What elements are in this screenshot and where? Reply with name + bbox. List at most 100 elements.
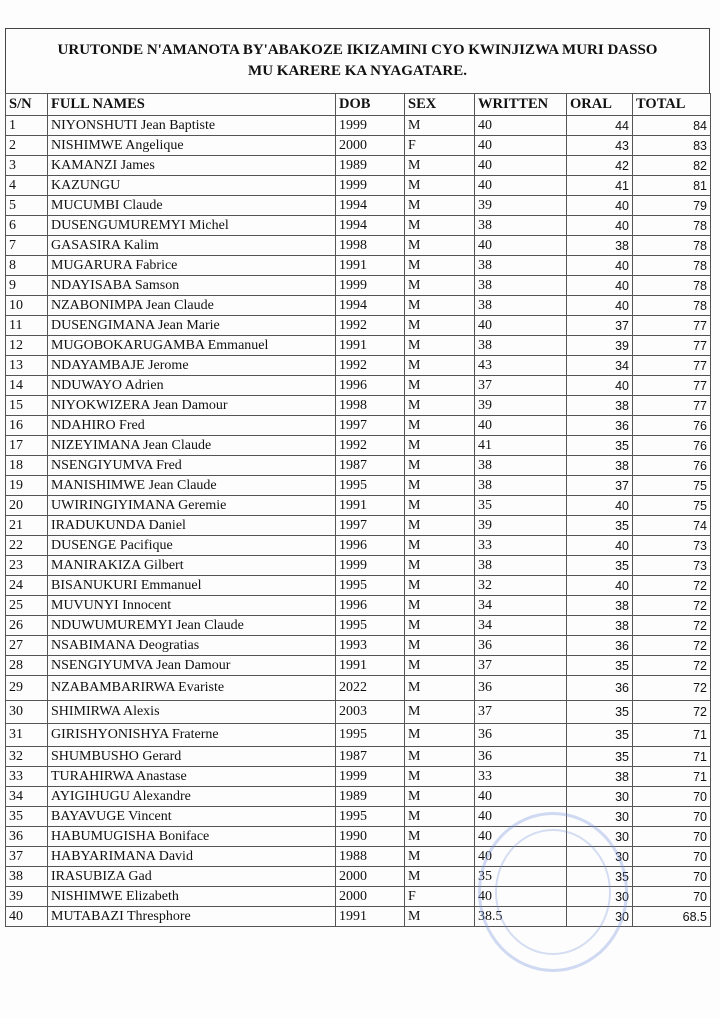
cell-written: 39	[474, 515, 567, 536]
cell-oral: 34	[566, 355, 633, 376]
cell-oral: 40	[566, 215, 633, 236]
cell-oral: 40	[566, 275, 633, 296]
cell-sex: M	[404, 535, 475, 556]
cell-oral: 40	[566, 295, 633, 316]
cell-dob: 1994	[335, 195, 405, 216]
cell-oral: 44	[566, 115, 633, 136]
cell-sex: M	[404, 295, 475, 316]
cell-dob: 1991	[335, 335, 405, 356]
cell-dob: 2022	[335, 675, 405, 701]
table-row: 34 AYIGIHUGU Alexandre 1989 M 40 30 70	[5, 786, 711, 807]
cell-sn: 36	[5, 826, 48, 847]
table-row: 33 TURAHIRWA Anastase 1999 M 33 38 71	[5, 766, 711, 787]
table-row: 19 MANISHIMWE Jean Claude 1995 M 38 37 75	[5, 475, 711, 496]
cell-sex: M	[404, 746, 475, 767]
cell-dob: 1996	[335, 375, 405, 396]
cell-oral: 38	[566, 395, 633, 416]
cell-oral: 36	[566, 635, 633, 656]
cell-oral: 41	[566, 175, 633, 196]
table-row: 11 DUSENGIMANA Jean Marie 1992 M 40 37 77	[5, 315, 711, 336]
cell-written: 38	[474, 215, 567, 236]
cell-sex: M	[404, 235, 475, 256]
table-row: 23 MANIRAKIZA Gilbert 1999 M 38 35 73	[5, 555, 711, 576]
cell-sex: M	[404, 635, 475, 656]
cell-total: 76	[632, 455, 711, 476]
cell-written: 38	[474, 555, 567, 576]
cell-sn: 32	[5, 746, 48, 767]
cell-written: 38	[474, 275, 567, 296]
cell-sn: 31	[5, 723, 48, 747]
cell-sn: 1	[5, 115, 48, 136]
cell-sex: M	[404, 355, 475, 376]
cell-total: 70	[632, 886, 711, 907]
cell-oral: 30	[566, 806, 633, 827]
cell-total: 70	[632, 826, 711, 847]
cell-oral: 30	[566, 906, 633, 927]
cell-written: 38	[474, 455, 567, 476]
table-row: 24 BISANUKURI Emmanuel 1995 M 32 40 72	[5, 575, 711, 596]
table-row: 25 MUVUNYI Innocent 1996 M 34 38 72	[5, 595, 711, 616]
cell-written: 39	[474, 395, 567, 416]
cell-sn: 13	[5, 355, 48, 376]
cell-dob: 1991	[335, 495, 405, 516]
cell-oral: 35	[566, 515, 633, 536]
cell-sn: 39	[5, 886, 48, 907]
cell-full-names: MANIRAKIZA Gilbert	[47, 555, 336, 576]
cell-dob: 1999	[335, 766, 405, 787]
cell-sex: M	[404, 495, 475, 516]
cell-written: 40	[474, 175, 567, 196]
cell-full-names: IRASUBIZA Gad	[47, 866, 336, 887]
cell-sn: 4	[5, 175, 48, 196]
cell-sex: M	[404, 826, 475, 847]
cell-dob: 1998	[335, 395, 405, 416]
cell-sex: M	[404, 435, 475, 456]
table-row: 6 DUSENGUMUREMYI Michel 1994 M 38 40 78	[5, 215, 711, 236]
cell-full-names: KAMANZI James	[47, 155, 336, 176]
cell-dob: 1993	[335, 635, 405, 656]
cell-total: 71	[632, 766, 711, 787]
cell-sex: M	[404, 475, 475, 496]
cell-oral: 39	[566, 335, 633, 356]
cell-written: 36	[474, 675, 567, 701]
cell-sex: M	[404, 115, 475, 136]
cell-full-names: NDUWAYO Adrien	[47, 375, 336, 396]
table-row: 10 NZABONIMPA Jean Claude 1994 M 38 40 78	[5, 295, 711, 316]
cell-sn: 35	[5, 806, 48, 827]
cell-dob: 1994	[335, 215, 405, 236]
cell-dob: 1989	[335, 786, 405, 807]
cell-total: 75	[632, 495, 711, 516]
cell-total: 78	[632, 255, 711, 276]
results-table: S/N FULL NAMES DOB SEX WRITTEN ORAL TOTAL 1 NIY…	[5, 93, 711, 927]
cell-written: 38	[474, 255, 567, 276]
cell-oral: 35	[566, 746, 633, 767]
cell-oral: 40	[566, 535, 633, 556]
cell-full-names: MANISHIMWE Jean Claude	[47, 475, 336, 496]
cell-oral: 38	[566, 455, 633, 476]
cell-total: 78	[632, 275, 711, 296]
cell-full-names: NIYONSHUTI Jean Baptiste	[47, 115, 336, 136]
cell-full-names: HABUMUGISHA Boniface	[47, 826, 336, 847]
cell-written: 40	[474, 315, 567, 336]
cell-oral: 40	[566, 195, 633, 216]
table-row: 39 NISHIMWE Elizabeth 2000 F 40 30 70	[5, 886, 711, 907]
cell-sex: M	[404, 615, 475, 636]
cell-written: 38	[474, 295, 567, 316]
cell-written: 33	[474, 766, 567, 787]
table-row: 27 NSABIMANA Deogratias 1993 M 36 36 72	[5, 635, 711, 656]
cell-written: 43	[474, 355, 567, 376]
cell-written: 37	[474, 375, 567, 396]
cell-full-names: NISHIMWE Elizabeth	[47, 886, 336, 907]
table-row: 32 SHUMBUSHO Gerard 1987 M 36 35 71	[5, 746, 711, 767]
cell-sn: 7	[5, 235, 48, 256]
cell-sex: F	[404, 135, 475, 156]
cell-oral: 37	[566, 315, 633, 336]
cell-dob: 1996	[335, 535, 405, 556]
cell-total: 70	[632, 786, 711, 807]
cell-oral: 35	[566, 555, 633, 576]
cell-written: 40	[474, 806, 567, 827]
cell-total: 72	[632, 595, 711, 616]
cell-written: 40	[474, 235, 567, 256]
table-row: 16 NDAHIRO Fred 1997 M 40 36 76	[5, 415, 711, 436]
cell-full-names: MUCUMBI Claude	[47, 195, 336, 216]
cell-sex: M	[404, 215, 475, 236]
